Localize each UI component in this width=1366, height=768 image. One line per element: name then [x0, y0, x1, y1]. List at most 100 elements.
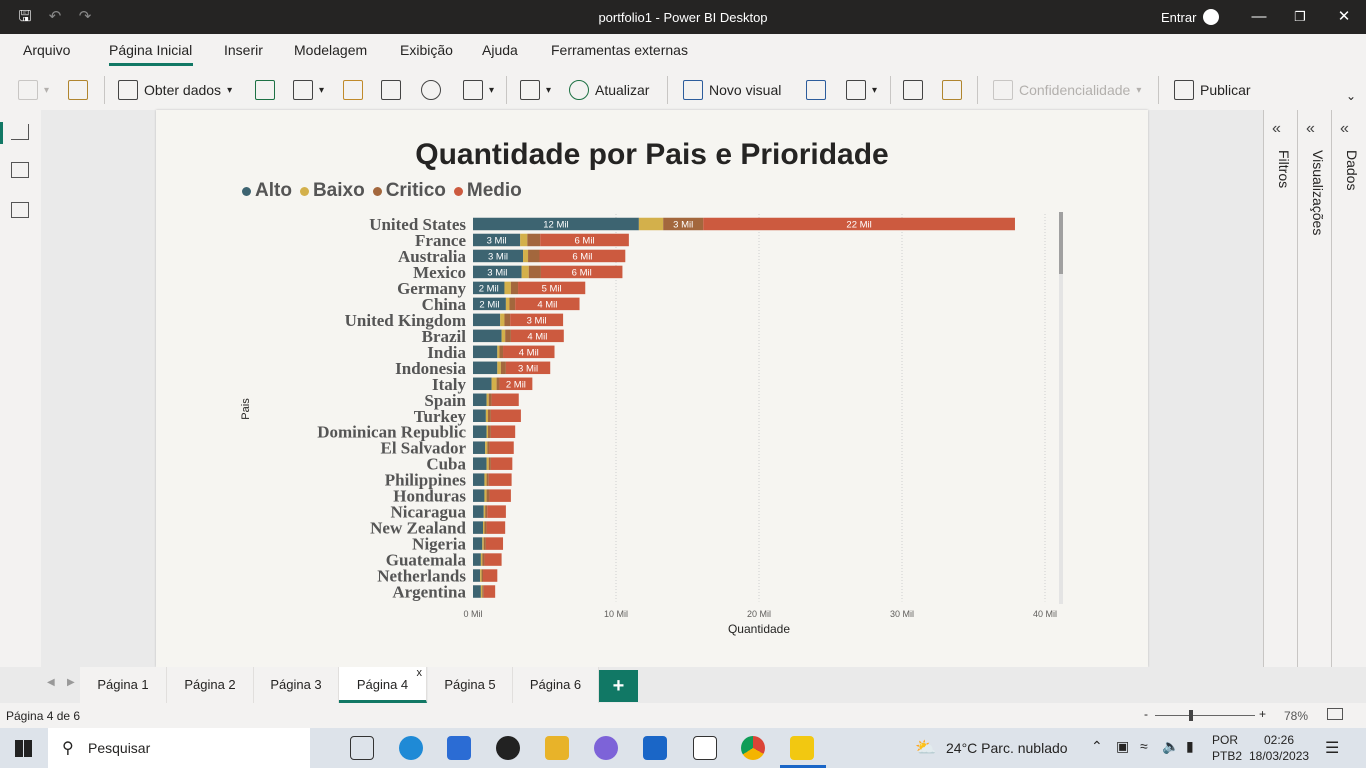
- menu-ajuda[interactable]: Ajuda: [482, 42, 518, 58]
- menu-exibicao[interactable]: Exibição: [400, 42, 453, 58]
- bar-baixo[interactable]: [501, 329, 506, 343]
- bar-baixo[interactable]: [480, 569, 482, 582]
- close-icon[interactable]: ✕: [1337, 8, 1351, 25]
- bar-alto[interactable]: [473, 345, 498, 359]
- more-visuals-button[interactable]: ▾: [846, 78, 877, 102]
- bar-baixo[interactable]: [485, 441, 488, 454]
- menu-modelagem[interactable]: Modelagem: [294, 42, 368, 58]
- get-data-button[interactable]: Obter dados ▾: [118, 78, 232, 102]
- bar-baixo[interactable]: [480, 553, 483, 566]
- language-code[interactable]: POR: [1212, 733, 1239, 747]
- scrollbar-thumb[interactable]: [1059, 212, 1063, 274]
- bar-alto[interactable]: [473, 409, 486, 423]
- clock-date[interactable]: 18/03/2023: [1249, 749, 1310, 763]
- dataverse-button[interactable]: [343, 78, 363, 102]
- bar-alto[interactable]: [473, 473, 485, 486]
- quick-measure-button[interactable]: [942, 78, 962, 102]
- weather-text[interactable]: 24°C Parc. nublado: [946, 740, 1068, 756]
- file-explorer-icon[interactable]: [545, 736, 569, 760]
- bar-medio[interactable]: [703, 217, 1015, 231]
- bar-baixo[interactable]: [486, 425, 489, 438]
- notepad-icon[interactable]: [693, 736, 717, 760]
- bar-critico[interactable]: [482, 585, 484, 598]
- clock-time[interactable]: 02:26: [1264, 733, 1295, 747]
- bar-medio[interactable]: [491, 393, 519, 407]
- bar-baixo[interactable]: [484, 489, 487, 502]
- tab-pagina-3[interactable]: Página 3: [254, 667, 339, 703]
- dell-icon[interactable]: [496, 736, 520, 760]
- menu-inserir[interactable]: Inserir: [224, 42, 263, 58]
- bar-baixo[interactable]: [497, 345, 500, 359]
- redo-icon[interactable]: ↷: [78, 8, 92, 25]
- bar-critico[interactable]: [486, 473, 489, 486]
- bar-medio[interactable]: [483, 569, 498, 582]
- bar-critico[interactable]: [528, 249, 540, 263]
- bar-baixo[interactable]: [486, 457, 489, 470]
- bar-alto[interactable]: [473, 569, 481, 582]
- save-icon[interactable]: 🖫: [18, 8, 32, 25]
- bar-medio[interactable]: [490, 457, 513, 470]
- bar-alto[interactable]: [473, 457, 487, 470]
- keyboard-layout[interactable]: PTB2: [1212, 749, 1243, 763]
- minimize-icon[interactable]: —: [1251, 8, 1267, 25]
- bar-medio[interactable]: [540, 265, 623, 279]
- bar-alto[interactable]: [473, 217, 639, 231]
- bar-medio[interactable]: [510, 329, 564, 343]
- new-visual-button[interactable]: Novo visual: [683, 78, 781, 102]
- mail-icon[interactable]: [643, 736, 667, 760]
- bar-critico[interactable]: [509, 297, 516, 311]
- bar-alto[interactable]: [473, 553, 481, 566]
- taskbar-search[interactable]: ⚲ Pesquisar: [48, 728, 310, 768]
- legend-item-critico[interactable]: Critico: [372, 180, 446, 202]
- bar-alto[interactable]: [473, 537, 483, 550]
- close-tab-icon[interactable]: x: [416, 667, 423, 679]
- bar-alto[interactable]: [473, 505, 484, 518]
- bar-critico[interactable]: [482, 553, 485, 566]
- collapse-visualizations-icon[interactable]: «: [1306, 120, 1315, 137]
- legend-item-medio[interactable]: Medio: [453, 180, 522, 202]
- bar-critico[interactable]: [504, 313, 511, 327]
- bar-critico[interactable]: [500, 361, 506, 375]
- bar-medio[interactable]: [499, 377, 533, 391]
- fit-to-page-icon[interactable]: [1327, 708, 1343, 720]
- zoom-in-button[interactable]: +: [1259, 707, 1267, 721]
- bar-medio[interactable]: [518, 281, 586, 295]
- bar-medio[interactable]: [515, 297, 580, 311]
- scroll-left-icon[interactable]: ◀: [47, 677, 55, 688]
- data-pane[interactable]: « Dados: [1331, 110, 1366, 667]
- add-page-button[interactable]: +: [599, 670, 638, 702]
- bar-baixo[interactable]: [480, 585, 483, 598]
- bar-medio[interactable]: [490, 409, 521, 423]
- bar-medio[interactable]: [490, 425, 516, 438]
- collapse-data-icon[interactable]: «: [1340, 120, 1349, 137]
- bar-critico[interactable]: [488, 425, 491, 438]
- paste-button[interactable]: ▾: [18, 78, 49, 102]
- bar-critico[interactable]: [527, 233, 541, 247]
- bar-alto[interactable]: [473, 425, 487, 438]
- bar-baixo[interactable]: [484, 473, 487, 486]
- bar-medio[interactable]: [486, 521, 506, 534]
- bar-baixo[interactable]: [523, 249, 529, 263]
- bar-critico[interactable]: [510, 281, 519, 295]
- enter-data-button[interactable]: [381, 78, 401, 102]
- bar-baixo[interactable]: [483, 521, 485, 534]
- new-measure-button[interactable]: [903, 78, 923, 102]
- bar-medio[interactable]: [510, 313, 564, 327]
- filters-pane[interactable]: « Filtros: [1263, 110, 1297, 667]
- restore-icon[interactable]: ❐: [1294, 9, 1306, 24]
- bar-critico[interactable]: [483, 537, 486, 550]
- bar-medio[interactable]: [505, 361, 551, 375]
- bar-critico[interactable]: [488, 409, 491, 423]
- menu-pagina-inicial[interactable]: Página Inicial: [109, 42, 193, 58]
- bar-alto[interactable]: [473, 297, 506, 311]
- refresh-button[interactable]: Atualizar: [569, 78, 649, 102]
- bar-critico[interactable]: [505, 329, 511, 343]
- copilot-icon[interactable]: [594, 736, 618, 760]
- bar-baixo[interactable]: [497, 361, 501, 375]
- bar-alto[interactable]: [473, 521, 484, 534]
- bar-baixo[interactable]: [500, 313, 505, 327]
- report-view-icon[interactable]: [11, 124, 29, 140]
- bar-medio[interactable]: [489, 489, 511, 502]
- table-view-icon[interactable]: [11, 162, 29, 178]
- notifications-icon[interactable]: ☰: [1325, 740, 1340, 757]
